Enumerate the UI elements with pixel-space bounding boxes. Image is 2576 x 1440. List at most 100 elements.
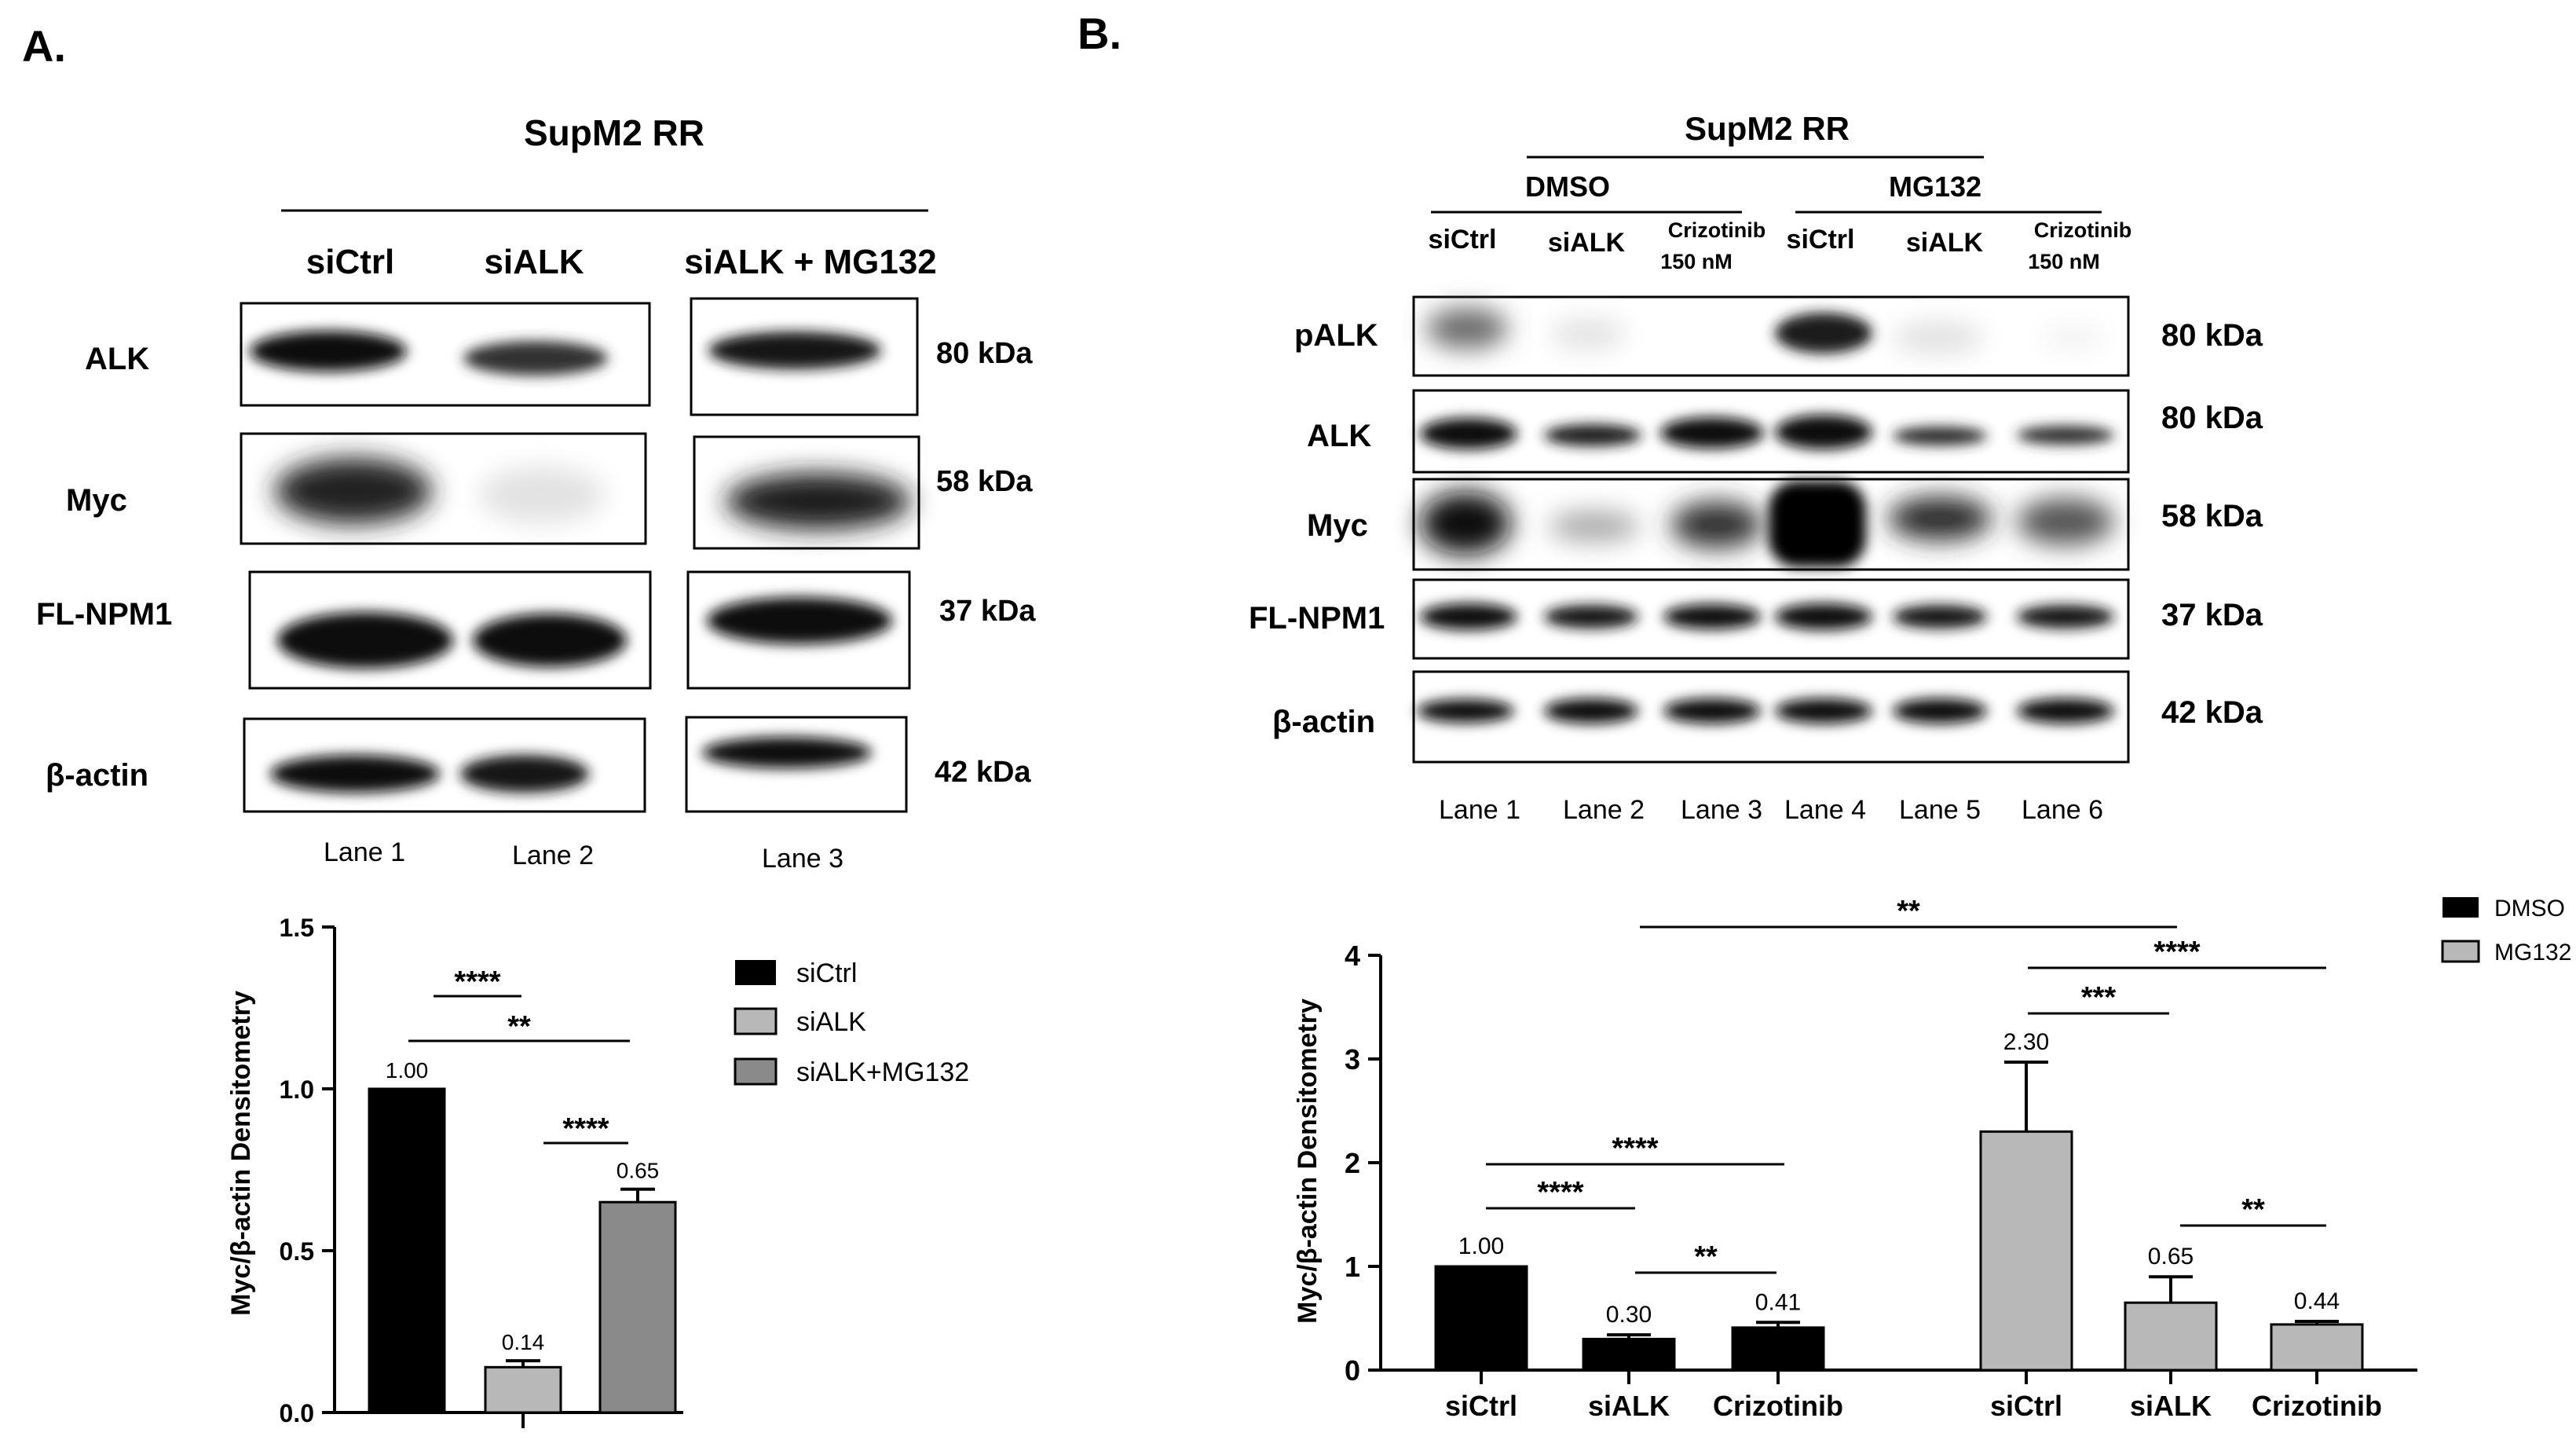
chart-b-category-label: siALK — [1588, 1390, 1670, 1422]
panel-b-protein-alk: ALK — [1307, 419, 1371, 453]
panel-b-condition-4: siCtrl — [1787, 225, 1855, 255]
legend-label-sictrl: siCtrl — [796, 958, 857, 988]
panel-b-lane-1: Lane 1 — [1439, 795, 1520, 825]
chart-b-significance-label: ** — [1694, 1240, 1718, 1273]
panel-a-lane-3: Lane 3 — [762, 844, 843, 874]
panel-b-lane-4: Lane 4 — [1784, 795, 1866, 825]
panel-a-protein-myc: Myc — [66, 483, 127, 518]
panel-a-chart: Myc/β-actin Densitometry siCtrl siALK si… — [226, 914, 969, 1428]
chart-b-bar — [2124, 1301, 2218, 1372]
chart-b-category-label: siCtrl — [1990, 1390, 2062, 1422]
chart-b-bar — [1434, 1265, 1528, 1372]
chart-a-bar — [484, 1365, 562, 1414]
chart-b-y-tick-label: 3 — [1345, 1043, 1360, 1075]
panel-a-kda-flnpm1: 37 kDa — [939, 595, 1036, 628]
legend-swatch-mg132 — [2441, 940, 2480, 963]
chart-b-significance-label: **** — [2153, 936, 2200, 969]
chart-a-significance-label: **** — [454, 965, 500, 998]
panel-a-label: A. — [22, 21, 66, 71]
panel-b-chart-ylabel: Myc/β-actin Densitometry — [1293, 998, 1323, 1324]
chart-a-bar — [598, 1200, 677, 1414]
panel-b-condition-6-dose: 150 nM — [2028, 250, 2100, 273]
panel-a-kda-alk: 80 kDa — [936, 337, 1033, 370]
chart-a-y-tick-label: 1.0 — [280, 1075, 314, 1104]
chart-b-bar — [1731, 1326, 1825, 1372]
panel-a-title: SupM2 RR — [524, 112, 704, 153]
chart-b-category-label: Crizotinib — [1713, 1390, 1843, 1422]
chart-b-data-label: 1.00 — [1458, 1233, 1504, 1259]
panel-a-blot-actin-bands — [270, 755, 589, 793]
panel-b-condition-2: siALK — [1548, 228, 1626, 258]
panel-b-chart: Myc/β-actin Densitometry DMSO MG132 0 1 2 3… — [1293, 895, 2571, 1422]
chart-a-data-label: 1.00 — [386, 1058, 429, 1083]
panel-b-blot-myc-bands — [1420, 481, 2114, 567]
chart-b-data-label: 0.44 — [2294, 1288, 2340, 1314]
panel-b-protein-palk: pALK — [1294, 318, 1378, 353]
legend-swatch-sialk-mg132 — [734, 1057, 778, 1086]
panel-b-lane-6: Lane 6 — [2022, 795, 2103, 825]
panel-a-condition-sialk: siALK — [484, 243, 584, 281]
legend-swatch-dmso — [2442, 897, 2479, 918]
panel-a-blot-actin-right — [685, 716, 908, 813]
legend-label-mg132: MG132 — [2494, 940, 2571, 965]
legend-swatch-sictrl — [735, 960, 776, 985]
chart-a-y-tick-label: 0.5 — [280, 1237, 314, 1266]
panel-b-kda-alk: 80 kDa — [2161, 401, 2263, 435]
panel-a-lane-2: Lane 2 — [512, 841, 594, 870]
panel-b-blot-flnpm1-bands — [1420, 603, 2114, 630]
panel-b-blot-alk — [1412, 389, 2130, 474]
panel-a-blot-alk-left — [240, 302, 651, 407]
panel-a-blot-alk-right — [690, 297, 919, 416]
panel-b-chart-legend: DMSO MG132 — [2441, 896, 2571, 965]
chart-b-y-tick-label: 1 — [1345, 1251, 1360, 1283]
panel-b-condition-3: Crizotinib — [1668, 218, 1766, 242]
panel-b-group-mg132: MG132 — [1889, 170, 1981, 203]
chart-b-significance-label: *** — [2081, 981, 2117, 1014]
chart-a-significance-label: ** — [507, 1010, 531, 1043]
panel-b-blot-palk — [1412, 295, 2130, 377]
panel-b-kda-actin: 42 kDa — [2161, 695, 2263, 730]
chart-b-significance-label: **** — [1612, 1132, 1658, 1165]
panel-b-title: SupM2 RR — [1685, 110, 1850, 147]
panel-a-kda-myc: 58 kDa — [936, 465, 1033, 498]
panel-a-blot-actin-band-3 — [702, 737, 872, 768]
panel-b-group-dmso: DMSO — [1525, 170, 1610, 203]
panel-b-blot-actin — [1412, 670, 2130, 764]
panel-b-lane-5: Lane 5 — [1899, 795, 1981, 825]
chart-b-y-tick-label: 4 — [1345, 940, 1360, 972]
panel-a-blot-myc-band-3 — [726, 473, 911, 529]
panel-a-protein-actin: β-actin — [46, 758, 148, 793]
chart-b-y-tick-label: 0 — [1345, 1354, 1360, 1387]
panel-b-protein-myc: Myc — [1307, 508, 1368, 543]
legend-label-sialk-mg132: siALK+MG132 — [796, 1057, 969, 1087]
panel-a-lane-1: Lane 1 — [324, 837, 405, 867]
panel-a-chart-ylabel: Myc/β-actin Densitometry — [226, 991, 256, 1316]
panel-b-blot-palk-bands — [1426, 308, 2105, 354]
legend-label-sialk: siALK — [796, 1007, 866, 1037]
panel-a-blot-actin-left — [243, 717, 646, 813]
panel-a-chart-legend: siCtrl siALK siALK+MG132 — [734, 958, 969, 1087]
chart-b-bar — [2270, 1323, 2364, 1372]
panel-b-lane-3: Lane 3 — [1681, 795, 1762, 825]
panel-b-label: B. — [1078, 9, 1122, 58]
chart-b-category-label: siCtrl — [1445, 1390, 1517, 1422]
panel-a-protein-flnpm1: FL-NPM1 — [36, 597, 172, 632]
chart-b-category-label: siALK — [2130, 1390, 2212, 1422]
panel-b-protein-actin: β-actin — [1272, 705, 1375, 739]
panel-b-condition-1: siCtrl — [1429, 225, 1497, 255]
panel-b-blot-myc — [1412, 478, 2130, 571]
panel-b-lane-2: Lane 2 — [1563, 795, 1645, 825]
panel-b-condition-5: siALK — [1906, 228, 1984, 258]
chart-b-y-tick-label: 2 — [1345, 1147, 1360, 1179]
chart-a-bar — [368, 1087, 446, 1414]
chart-a-data-label: 0.65 — [617, 1159, 660, 1183]
panel-b-kda-palk: 80 kDa — [2161, 318, 2263, 353]
panel-a-blot-myc-bands — [275, 458, 605, 524]
chart-b-significance-label: ** — [1897, 895, 1920, 928]
panel-a-kda-actin: 42 kDa — [935, 756, 1031, 789]
panel-b-kda-myc: 58 kDa — [2161, 499, 2263, 533]
chart-b-data-label: 2.30 — [2003, 1029, 2049, 1055]
panel-a-blot-myc-left — [240, 432, 647, 545]
panel-b-kda-flnpm1: 37 kDa — [2161, 598, 2263, 632]
